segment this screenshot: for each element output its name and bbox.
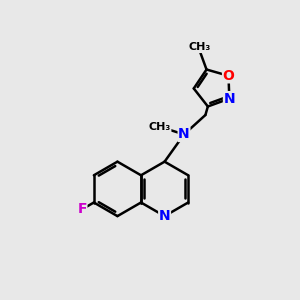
Text: F: F	[77, 202, 87, 216]
Text: O: O	[223, 69, 234, 83]
Text: CH₃: CH₃	[188, 43, 210, 52]
Text: N: N	[224, 92, 235, 106]
Text: N: N	[178, 128, 190, 141]
Text: N: N	[159, 209, 170, 223]
Text: CH₃: CH₃	[148, 122, 171, 132]
